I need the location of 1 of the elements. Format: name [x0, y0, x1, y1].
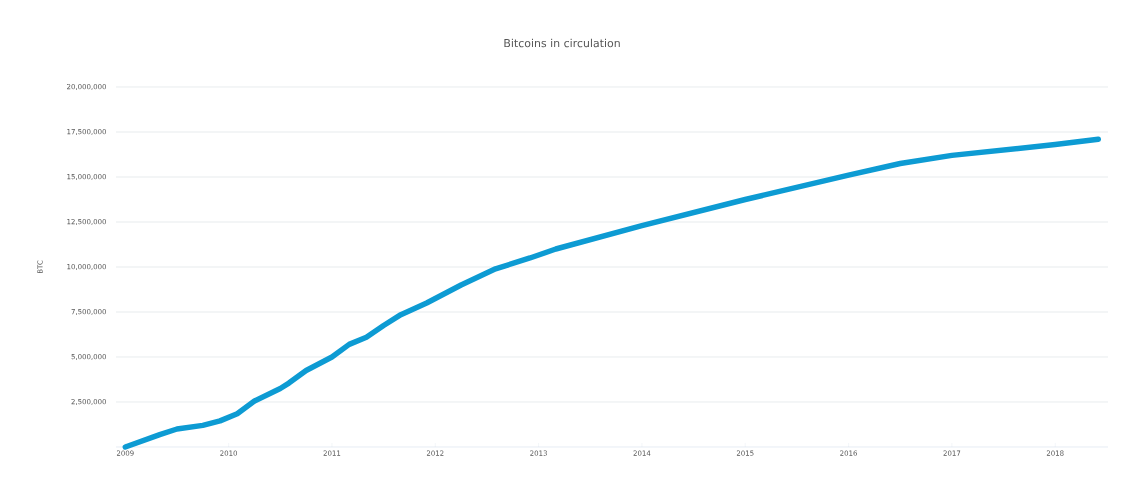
- chart-title: Bitcoins in circulation: [504, 38, 620, 48]
